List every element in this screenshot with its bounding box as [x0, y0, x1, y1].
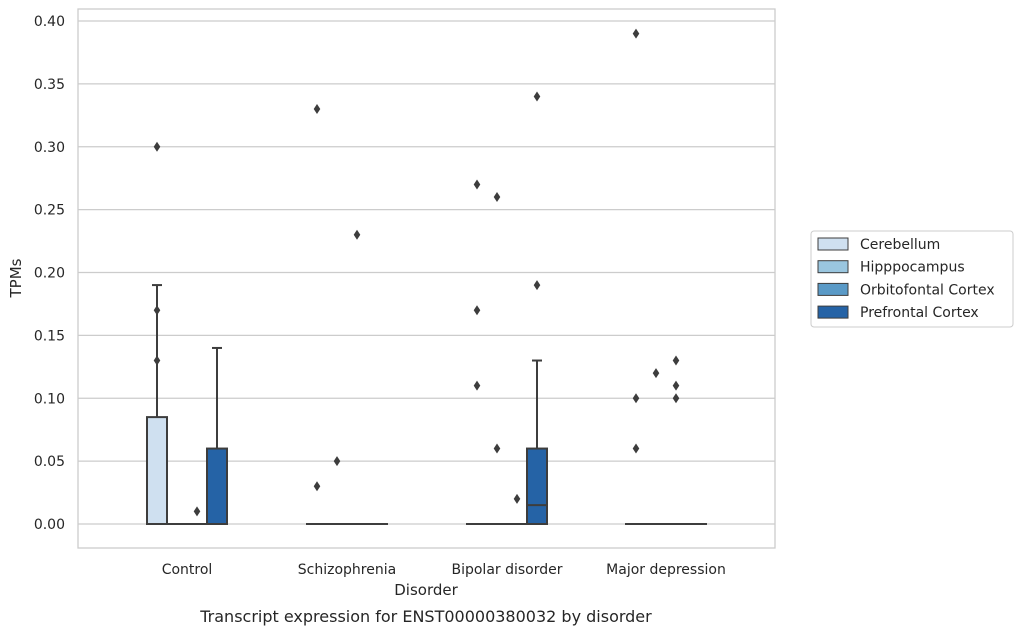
- outlier-point: [533, 280, 541, 291]
- x-tick-labels: Control Schizophrenia Bipolar disorder Majo…: [162, 562, 726, 578]
- box-control-prefrontal-cortex: [206, 346, 228, 525]
- boxes: [146, 284, 707, 526]
- outlier-point: [652, 368, 660, 379]
- figure-caption: Transcript expression for ENST0000038003…: [199, 607, 652, 626]
- x-tick-label: Major depression: [606, 562, 726, 578]
- outlier-point: [313, 481, 321, 492]
- legend-frame: [810, 230, 1014, 328]
- legend-swatch: [817, 282, 849, 296]
- outlier-point: [632, 28, 640, 39]
- x-tick-label: Control: [162, 562, 213, 578]
- legend-swatch: [817, 237, 849, 251]
- outlier-point: [493, 192, 501, 203]
- outlier-point: [672, 355, 680, 366]
- outlier-point: [153, 355, 161, 366]
- outlier-point: [153, 305, 161, 316]
- y-axis-label: TPMs: [7, 258, 25, 298]
- plot-frame: [77, 8, 776, 549]
- outlier-point: [153, 141, 161, 152]
- outlier-point: [672, 393, 680, 404]
- outlier-point: [632, 393, 640, 404]
- legend-items: Cerebellum Hipppocampus Orbitofontal Corte…: [817, 237, 995, 321]
- outlier-point: [353, 229, 361, 240]
- legend-swatch: [817, 305, 849, 319]
- box-control-cerebellum: [146, 284, 168, 525]
- y-tick-label: 0.40: [34, 14, 65, 30]
- outlier-point: [473, 380, 481, 391]
- box-body: [526, 447, 548, 525]
- outlier-point: [672, 380, 680, 391]
- outlier-point: [473, 179, 481, 190]
- outlier-point: [193, 506, 201, 517]
- y-tick-label: 0.35: [34, 77, 65, 93]
- outlier-point: [513, 493, 521, 504]
- legend-swatch: [817, 260, 849, 274]
- outliers: [153, 28, 680, 517]
- outlier-point: [313, 104, 321, 115]
- x-tick-label: Bipolar disorder: [451, 562, 562, 578]
- y-tick-label: 0.30: [34, 140, 65, 156]
- y-tick-label: 0.25: [34, 203, 65, 219]
- y-tick-labels: 0.00 0.05 0.10 0.15 0.20 0.25 0.30 0.35 0.40: [34, 14, 65, 533]
- box-body: [206, 447, 228, 525]
- outlier-point: [493, 443, 501, 454]
- x-axis-label: Disorder: [394, 581, 458, 599]
- y-tick-label: 0.15: [34, 328, 65, 344]
- y-tick-label: 0.05: [34, 454, 65, 470]
- box-bipolar-disorder-prefrontal-cortex: [526, 359, 548, 525]
- legend-label: Cerebellum: [860, 237, 940, 253]
- box-body: [146, 416, 168, 525]
- legend-label: Prefrontal Cortex: [860, 305, 979, 321]
- outlier-point: [473, 305, 481, 316]
- y-tick-label: 0.00: [34, 517, 65, 533]
- x-tick-label: Schizophrenia: [298, 562, 396, 578]
- y-tick-label: 0.10: [34, 391, 65, 407]
- outlier-point: [533, 91, 541, 102]
- legend-label: Hipppocampus: [860, 260, 965, 276]
- legend: Cerebellum Hipppocampus Orbitofontal Corte…: [810, 230, 1014, 328]
- outlier-point: [333, 456, 341, 467]
- y-tick-label: 0.20: [34, 266, 65, 282]
- legend-label: Orbitofontal Cortex: [860, 282, 995, 298]
- outlier-point: [632, 443, 640, 454]
